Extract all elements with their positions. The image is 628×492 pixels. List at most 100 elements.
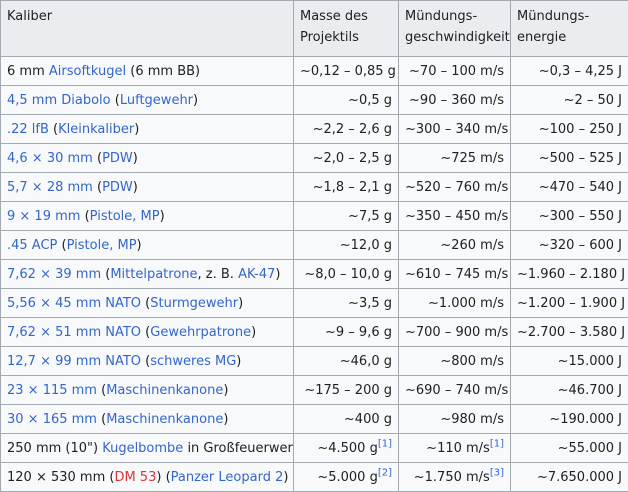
mass-cell: ~7,5 g bbox=[294, 202, 399, 231]
energy-cell: ~0,3 – 4,25 J bbox=[511, 57, 628, 86]
wiki-link[interactable]: 7,62 × 39 mm bbox=[7, 267, 101, 282]
caliber-text: (6 mm BB) bbox=[126, 64, 200, 79]
table-row: .45 ACP (Pistole, MP)~12,0 g~260 m/s~320… bbox=[1, 231, 628, 260]
caliber-cell: 6 mm Airsoftkugel (6 mm BB) bbox=[1, 57, 294, 86]
energy-cell: ~500 – 525 J bbox=[511, 144, 628, 173]
mass-value: ~5.000 g bbox=[317, 470, 378, 485]
wiki-link[interactable]: Kleinkaliber bbox=[58, 122, 134, 137]
caliber-text: ( bbox=[141, 354, 150, 369]
wiki-link[interactable]: 30 × 165 mm bbox=[7, 412, 97, 427]
energy-value: ~2.700 – 3.580 J bbox=[517, 325, 625, 340]
reference-link[interactable]: [3] bbox=[490, 467, 504, 478]
wiki-link[interactable]: 5,56 × 45 mm NATO bbox=[7, 296, 141, 311]
table-row: 4,5 mm Diabolo (Luftgewehr)~0,5 g~90 – 3… bbox=[1, 86, 628, 115]
velocity-value: ~800 m/s bbox=[440, 354, 504, 369]
wiki-link[interactable]: PDW bbox=[102, 151, 133, 166]
energy-cell: ~190.000 J bbox=[511, 405, 628, 434]
caliber-text: ( bbox=[141, 296, 150, 311]
energy-value: ~470 – 540 J bbox=[539, 180, 622, 195]
wiki-link[interactable]: 5,7 × 28 mm bbox=[7, 180, 93, 195]
wiki-link[interactable]: PDW bbox=[102, 180, 133, 195]
caliber-text: ) bbox=[236, 354, 241, 369]
caliber-text: ( bbox=[93, 180, 102, 195]
wiki-link[interactable]: Panzer Leopard 2 bbox=[171, 470, 284, 485]
energy-value: ~1.200 – 1.900 J bbox=[517, 296, 625, 311]
velocity-value: ~1.000 m/s bbox=[428, 296, 504, 311]
wiki-link[interactable]: 12,7 × 99 mm NATO bbox=[7, 354, 141, 369]
caliber-cell: 30 × 165 mm (Maschinenkanone) bbox=[1, 405, 294, 434]
wiki-link[interactable]: 4,6 × 30 mm bbox=[7, 151, 93, 166]
header-energy[interactable]: Mündungs-energie bbox=[511, 1, 628, 57]
wiki-link[interactable]: Luftgewehr bbox=[120, 93, 193, 108]
red-link[interactable]: DM 53 bbox=[114, 470, 156, 485]
wiki-link[interactable]: Pistole, MP bbox=[67, 238, 137, 253]
wiki-link[interactable]: 7,62 × 51 mm NATO bbox=[7, 325, 141, 340]
wiki-link[interactable]: Gewehrpatrone bbox=[150, 325, 251, 340]
energy-value: ~15.000 J bbox=[558, 354, 622, 369]
caliber-text: 6 mm bbox=[7, 64, 49, 79]
caliber-text: ) bbox=[251, 325, 256, 340]
wiki-link[interactable]: Maschinenkanone bbox=[106, 383, 223, 398]
wiki-link[interactable]: Kugelbombe bbox=[102, 441, 183, 456]
header-mass[interactable]: Masse des Projektils bbox=[294, 1, 399, 57]
energy-cell: ~2.700 – 3.580 J bbox=[511, 318, 628, 347]
energy-cell: ~7.650.000 J bbox=[511, 463, 628, 492]
caliber-cell: .22 lfB (Kleinkaliber) bbox=[1, 115, 294, 144]
energy-cell: ~1.200 – 1.900 J bbox=[511, 289, 628, 318]
caliber-text: ) bbox=[223, 383, 228, 398]
velocity-cell: ~90 – 360 m/s bbox=[399, 86, 511, 115]
energy-value: ~7.650.000 J bbox=[537, 470, 622, 485]
mass-value: ~12,0 g bbox=[340, 238, 392, 253]
mass-cell: ~8,0 – 10,0 g bbox=[294, 260, 399, 289]
reference-link[interactable]: [2] bbox=[378, 467, 392, 478]
mass-value: ~2,0 – 2,5 g bbox=[313, 151, 392, 166]
caliber-text: ) bbox=[133, 180, 138, 195]
energy-value: ~2 – 50 J bbox=[564, 93, 622, 108]
wiki-link[interactable]: 9 × 19 mm bbox=[7, 209, 80, 224]
caliber-text: ( bbox=[97, 383, 106, 398]
wiki-link[interactable]: 23 × 115 mm bbox=[7, 383, 97, 398]
wiki-link[interactable]: .22 lfB bbox=[7, 122, 49, 137]
velocity-value: ~725 m/s bbox=[440, 151, 504, 166]
reference-link[interactable]: [1] bbox=[490, 438, 504, 449]
table-row: .22 lfB (Kleinkaliber)~2,2 – 2,6 g~300 –… bbox=[1, 115, 628, 144]
caliber-text: ) bbox=[238, 296, 243, 311]
energy-value: ~320 – 600 J bbox=[539, 238, 622, 253]
mass-value: ~4.500 g bbox=[317, 441, 378, 456]
header-velocity[interactable]: Mündungs-geschwindigkeit bbox=[399, 1, 511, 57]
velocity-cell: ~300 – 340 m/s bbox=[399, 115, 511, 144]
mass-cell: ~175 – 200 g bbox=[294, 376, 399, 405]
wiki-link[interactable]: 4,5 mm Diabolo bbox=[7, 93, 111, 108]
caliber-text: ) bbox=[283, 470, 288, 485]
wiki-link[interactable]: Sturmgewehr bbox=[150, 296, 238, 311]
wiki-link[interactable]: Pistole, MP bbox=[90, 209, 160, 224]
caliber-text: ) bbox=[137, 238, 142, 253]
caliber-text: ( bbox=[93, 151, 102, 166]
reference-link[interactable]: [1] bbox=[378, 438, 392, 449]
velocity-cell: ~110 m/s[1] bbox=[399, 434, 511, 463]
caliber-cell: 9 × 19 mm (Pistole, MP) bbox=[1, 202, 294, 231]
wiki-link[interactable]: schweres MG bbox=[150, 354, 236, 369]
velocity-cell: ~70 – 100 m/s bbox=[399, 57, 511, 86]
energy-value: ~55.000 J bbox=[558, 441, 622, 456]
mass-value: ~0,5 g bbox=[348, 93, 392, 108]
mass-cell: ~12,0 g bbox=[294, 231, 399, 260]
wiki-link[interactable]: Mittelpatrone bbox=[110, 267, 197, 282]
wiki-link[interactable]: Airsoftkugel bbox=[49, 64, 126, 79]
velocity-value: ~70 – 100 m/s bbox=[409, 64, 504, 79]
caliber-cell: 7,62 × 51 mm NATO (Gewehrpatrone) bbox=[1, 318, 294, 347]
mass-cell: ~46,0 g bbox=[294, 347, 399, 376]
mass-cell: ~0,12 – 0,85 g bbox=[294, 57, 399, 86]
wiki-link[interactable]: AK-47 bbox=[238, 267, 275, 282]
energy-cell: ~1.960 – 2.180 J bbox=[511, 260, 628, 289]
mass-value: ~7,5 g bbox=[348, 209, 392, 224]
header-caliber[interactable]: Kaliber bbox=[1, 1, 294, 57]
mass-cell: ~400 g bbox=[294, 405, 399, 434]
caliber-cell: 12,7 × 99 mm NATO (schweres MG) bbox=[1, 347, 294, 376]
energy-value: ~100 – 250 J bbox=[539, 122, 622, 137]
wiki-link[interactable]: .45 ACP bbox=[7, 238, 57, 253]
wiki-link[interactable]: Maschinenkanone bbox=[106, 412, 223, 427]
table-row: 6 mm Airsoftkugel (6 mm BB)~0,12 – 0,85 … bbox=[1, 57, 628, 86]
caliber-cell: 5,56 × 45 mm NATO (Sturmgewehr) bbox=[1, 289, 294, 318]
